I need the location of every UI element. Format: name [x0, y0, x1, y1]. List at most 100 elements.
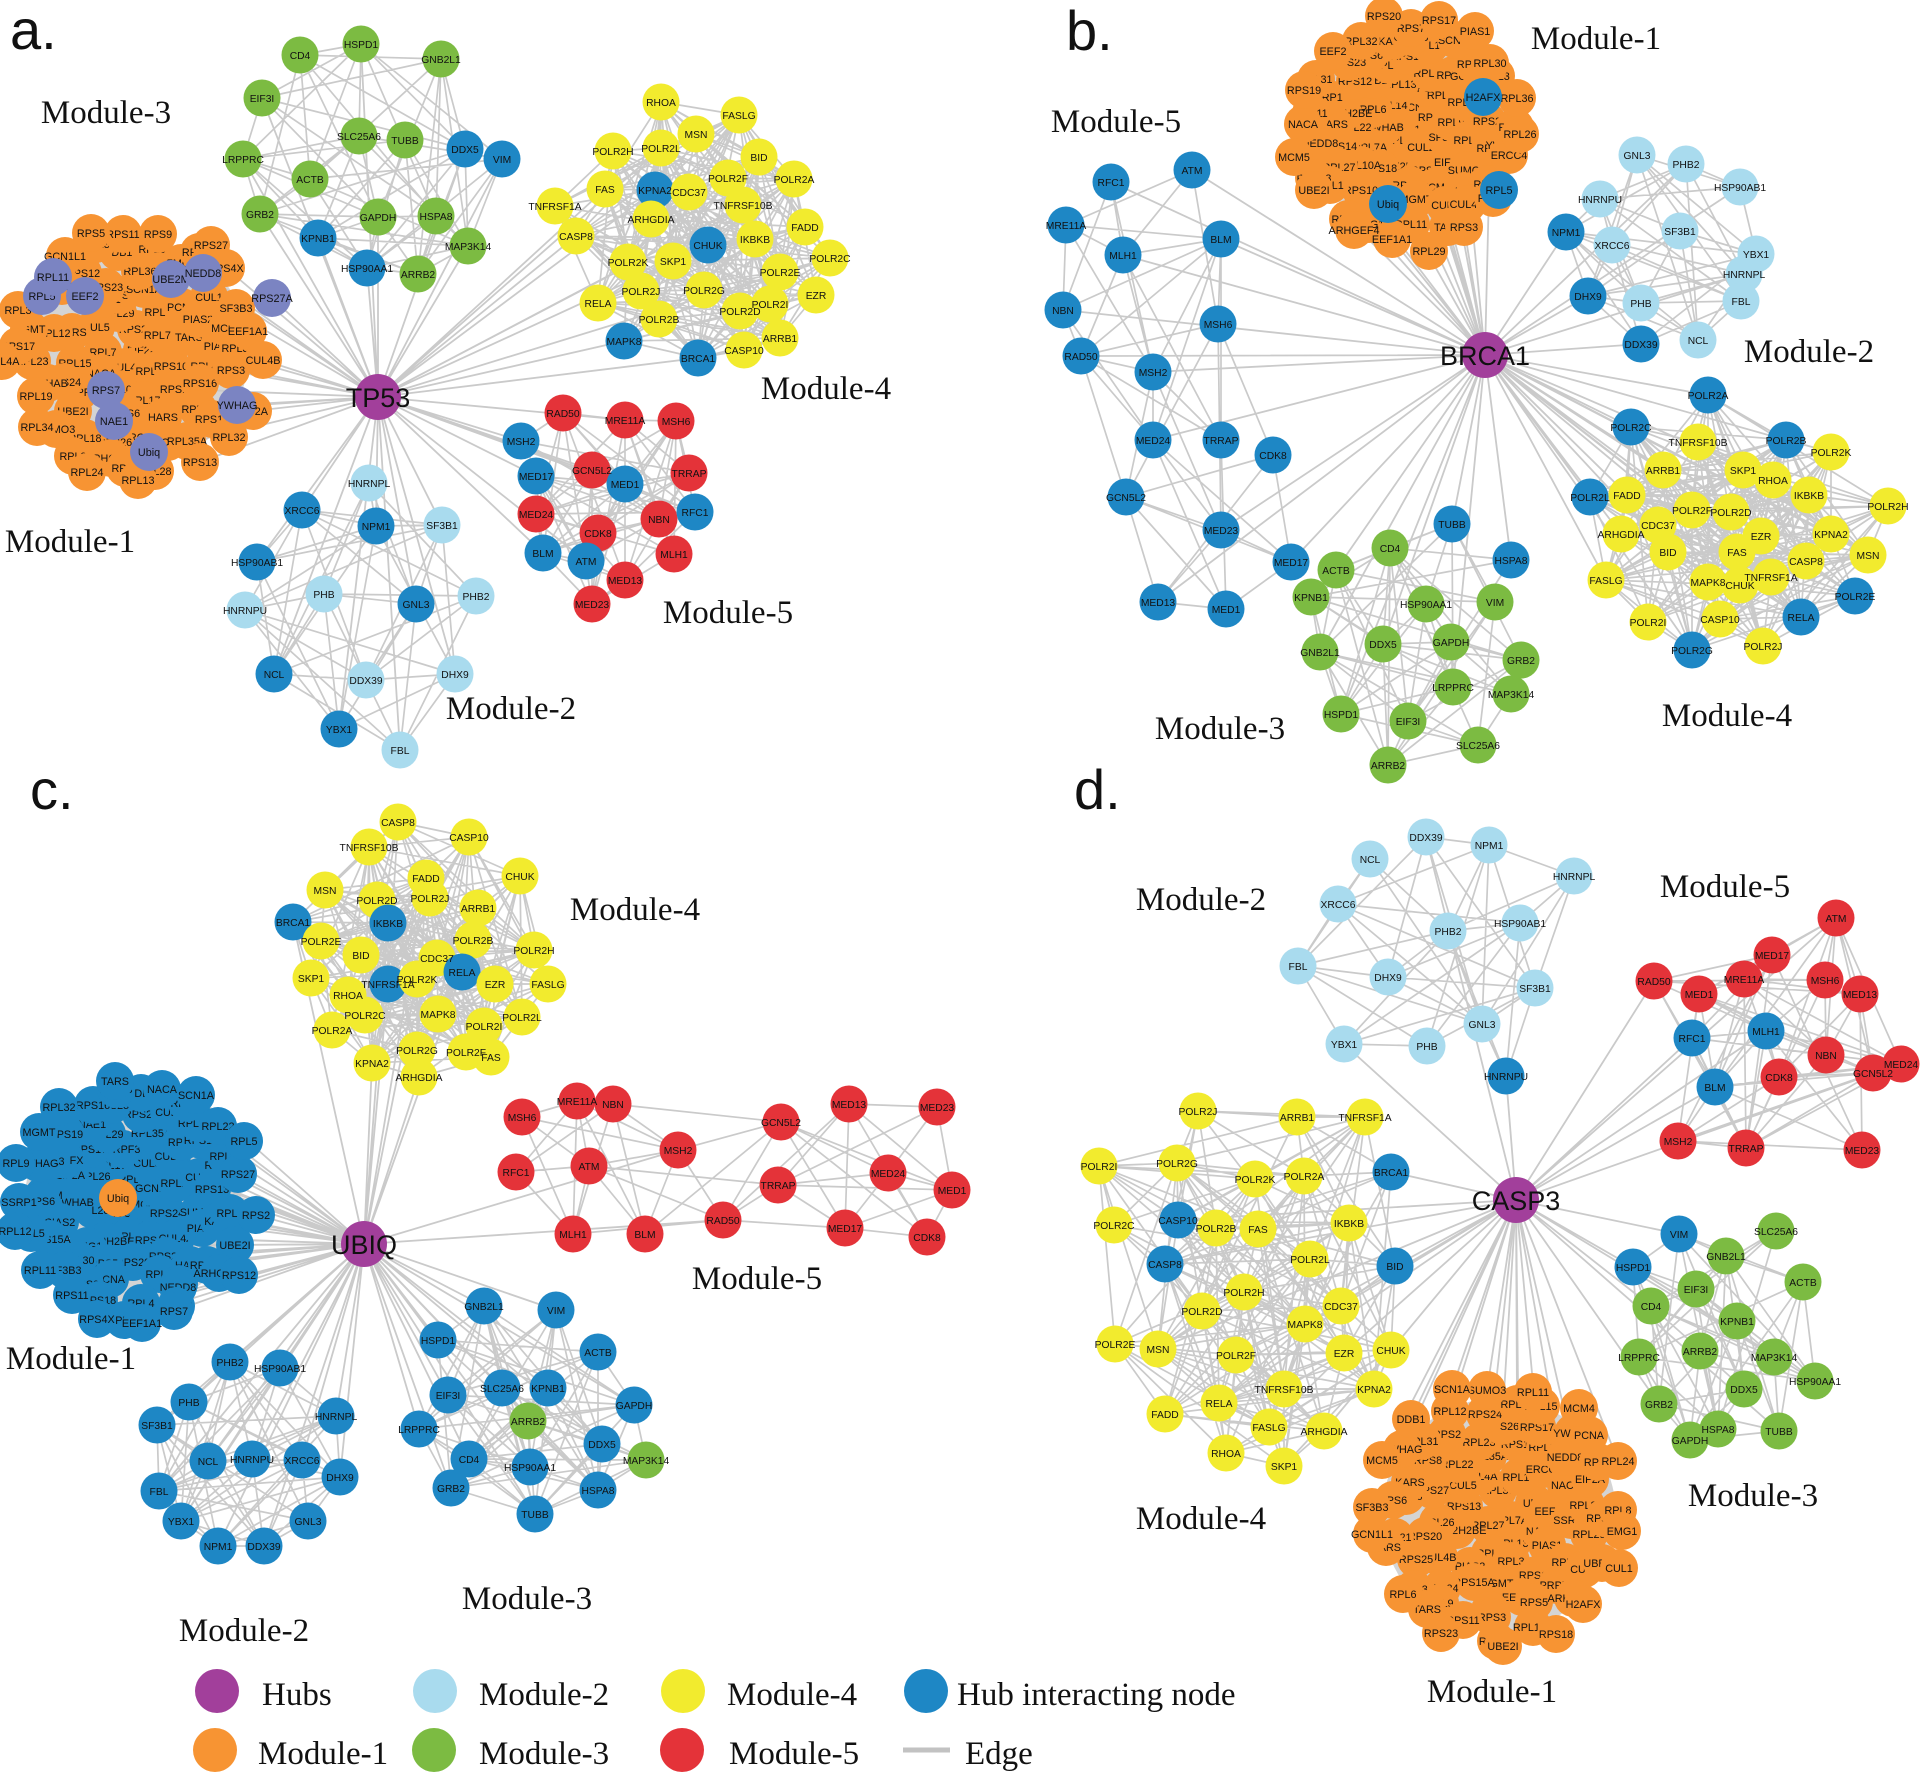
svg-text:CDC37: CDC37 — [420, 954, 454, 965]
svg-text:POLR2C: POLR2C — [1610, 423, 1652, 434]
svg-text:RPS5: RPS5 — [1520, 1597, 1548, 1609]
svg-text:DDX39: DDX39 — [349, 676, 382, 687]
svg-text:RPS24: RPS24 — [150, 1208, 184, 1220]
svg-text:MSH2: MSH2 — [1139, 368, 1168, 379]
svg-text:c.: c. — [30, 758, 74, 821]
svg-text:KPNA2: KPNA2 — [355, 1059, 389, 1070]
svg-text:GRB2: GRB2 — [437, 1484, 465, 1495]
svg-text:VIM: VIM — [547, 1306, 565, 1317]
svg-text:YWHAG: YWHAG — [217, 400, 258, 412]
svg-text:MED17: MED17 — [1755, 951, 1790, 962]
svg-text:POLR2B: POLR2B — [639, 315, 680, 326]
svg-text:TUBB: TUBB — [521, 1510, 549, 1521]
svg-text:MSH2: MSH2 — [1664, 1137, 1693, 1148]
svg-text:MED1: MED1 — [1212, 605, 1241, 616]
svg-text:Module-5: Module-5 — [729, 1736, 859, 1772]
svg-text:MCM5: MCM5 — [1278, 152, 1310, 164]
svg-text:EZR: EZR — [1751, 532, 1772, 543]
svg-text:CHUK: CHUK — [1376, 1346, 1405, 1357]
svg-text:Ubiq: Ubiq — [1377, 199, 1399, 211]
svg-text:VIM: VIM — [493, 155, 511, 166]
svg-text:RPL5: RPL5 — [230, 1136, 257, 1148]
svg-text:CASP10: CASP10 — [449, 833, 489, 844]
svg-text:RPL22: RPL22 — [1440, 1459, 1473, 1471]
svg-text:NACA: NACA — [1288, 119, 1319, 131]
svg-text:RPS26: RPS26 — [124, 1109, 158, 1121]
svg-text:EIF3I: EIF3I — [436, 1391, 461, 1402]
svg-text:RPL5: RPL5 — [1485, 185, 1512, 197]
svg-text:PHB2: PHB2 — [217, 1358, 244, 1369]
svg-text:FADD: FADD — [791, 223, 818, 234]
svg-text:RPL23: RPL23 — [1462, 1437, 1495, 1449]
svg-text:POLR2E: POLR2E — [1095, 1340, 1136, 1351]
svg-text:MED17: MED17 — [1274, 558, 1309, 569]
svg-text:RPS23: RPS23 — [1424, 1628, 1458, 1640]
svg-text:Module-2: Module-2 — [446, 691, 576, 727]
svg-text:CDK8: CDK8 — [584, 529, 612, 540]
svg-text:CUL4B: CUL4B — [246, 355, 281, 367]
svg-text:RPS3: RPS3 — [1478, 1612, 1506, 1624]
svg-text:RPS17: RPS17 — [1520, 1422, 1554, 1434]
svg-text:Module-2: Module-2 — [479, 1677, 609, 1713]
svg-text:Module-3: Module-3 — [1688, 1478, 1818, 1514]
svg-text:HNRNPU: HNRNPU — [230, 1455, 274, 1466]
svg-text:CD4: CD4 — [459, 1455, 480, 1466]
svg-text:RPS7: RPS7 — [1397, 23, 1425, 35]
svg-text:POLR2B: POLR2B — [1196, 1224, 1237, 1235]
svg-text:CD4: CD4 — [290, 51, 311, 62]
svg-text:FBL: FBL — [391, 746, 410, 757]
svg-text:POLR2G: POLR2G — [683, 286, 725, 297]
svg-text:POLR2B: POLR2B — [453, 936, 494, 947]
svg-text:POLR2F: POLR2F — [708, 174, 748, 185]
svg-text:POLR2D: POLR2D — [719, 307, 760, 318]
svg-text:NPM1: NPM1 — [362, 522, 391, 533]
svg-text:EEF1A1: EEF1A1 — [228, 326, 268, 338]
svg-text:TRRAP: TRRAP — [1204, 436, 1239, 447]
svg-text:Module-2: Module-2 — [1744, 334, 1874, 370]
svg-text:NBN: NBN — [1052, 306, 1074, 317]
svg-text:RPS13: RPS13 — [183, 457, 217, 469]
svg-text:EEF2: EEF2 — [71, 291, 98, 303]
svg-text:SCN1A: SCN1A — [1434, 1384, 1471, 1396]
svg-text:MSN: MSN — [1857, 551, 1880, 562]
svg-text:RPL32: RPL32 — [212, 432, 245, 444]
svg-text:RPS20: RPS20 — [1367, 11, 1401, 23]
svg-text:RPS27: RPS27 — [194, 240, 228, 252]
svg-text:YBX1: YBX1 — [168, 1517, 195, 1528]
svg-text:RHOA: RHOA — [1211, 1449, 1241, 1460]
svg-text:MED24: MED24 — [1136, 436, 1171, 447]
svg-text:NPM1: NPM1 — [204, 1542, 233, 1553]
svg-text:RAD50: RAD50 — [546, 409, 579, 420]
svg-text:BLM: BLM — [634, 1230, 655, 1241]
svg-text:RPL9: RPL9 — [2, 1158, 29, 1170]
svg-text:UBE2I: UBE2I — [1487, 1641, 1518, 1653]
svg-text:CASP10: CASP10 — [724, 346, 764, 357]
svg-text:Module-1: Module-1 — [5, 524, 135, 560]
svg-text:MED23: MED23 — [920, 1103, 955, 1114]
svg-text:CASP10: CASP10 — [1700, 615, 1740, 626]
svg-text:YBX1: YBX1 — [326, 725, 353, 736]
svg-text:Module-1: Module-1 — [1531, 21, 1661, 57]
svg-text:POLR2C: POLR2C — [344, 1011, 386, 1022]
svg-text:ACTB: ACTB — [1322, 566, 1350, 577]
svg-text:RAD50: RAD50 — [1064, 352, 1097, 363]
svg-text:YBX1: YBX1 — [1331, 1040, 1358, 1051]
svg-text:VIM: VIM — [1486, 598, 1504, 609]
svg-text:CD4: CD4 — [1641, 1302, 1662, 1313]
svg-text:HSPD1: HSPD1 — [421, 1336, 456, 1347]
svg-text:MGMT: MGMT — [1400, 194, 1433, 206]
svg-text:TNFRSF10B: TNFRSF10B — [340, 843, 399, 854]
svg-text:HSPD1: HSPD1 — [344, 40, 379, 51]
svg-text:POLR2I: POLR2I — [466, 1022, 503, 1033]
svg-text:FBL: FBL — [1732, 297, 1751, 308]
svg-text:SKP1: SKP1 — [1730, 466, 1757, 477]
svg-text:IKBKB: IKBKB — [1334, 1219, 1364, 1230]
svg-text:UBE2M: UBE2M — [152, 274, 189, 286]
svg-text:CASP10: CASP10 — [1158, 1216, 1198, 1227]
svg-text:CUL1: CUL1 — [195, 292, 223, 304]
svg-text:ATM: ATM — [1826, 914, 1847, 925]
svg-text:POLR2G: POLR2G — [396, 1046, 438, 1057]
svg-text:LRPPRC: LRPPRC — [222, 155, 264, 166]
svg-text:MED17: MED17 — [519, 472, 554, 483]
svg-text:DDX5: DDX5 — [588, 1440, 616, 1451]
